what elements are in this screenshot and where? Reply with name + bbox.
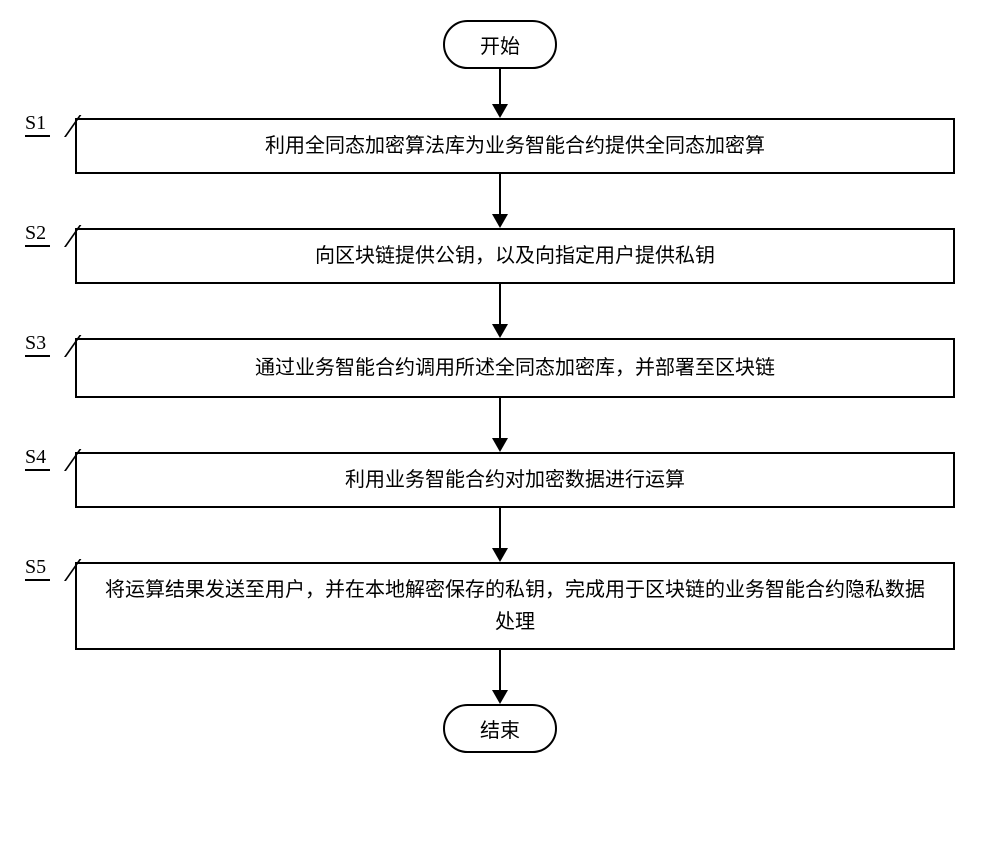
step-id: S4	[25, 446, 46, 468]
arrow-line	[499, 69, 501, 104]
step-id: S1	[25, 112, 46, 134]
arrow-head-icon	[492, 324, 508, 338]
arrow-head-icon	[492, 690, 508, 704]
step-row-s5: S5 将运算结果发送至用户，并在本地解密保存的私钥，完成用于区块链的业务智能合约…	[0, 562, 1000, 650]
arrow-head-icon	[492, 548, 508, 562]
arrow-line	[499, 650, 501, 690]
step-text: 向区块链提供公钥，以及向指定用户提供私钥	[315, 240, 715, 272]
step-box-s4: 利用业务智能合约对加密数据进行运算	[75, 452, 955, 508]
step-label-s4: S4	[25, 446, 50, 471]
end-terminal: 结束	[443, 704, 557, 753]
step-label-s2: S2	[25, 222, 50, 247]
arrow-head-icon	[492, 438, 508, 452]
step-id: S2	[25, 222, 46, 244]
step-text: 利用全同态加密算法库为业务智能合约提供全同态加密算	[265, 130, 765, 162]
step-text: 利用业务智能合约对加密数据进行运算	[345, 464, 685, 496]
start-label: 开始	[480, 36, 520, 58]
arrow	[492, 508, 508, 562]
arrow	[492, 650, 508, 704]
step-row-s4: S4 利用业务智能合约对加密数据进行运算	[0, 452, 1000, 508]
step-label-s1: S1	[25, 112, 50, 137]
step-row-s3: S3 通过业务智能合约调用所述全同态加密库，并部署至区块链	[0, 338, 1000, 398]
arrow-head-icon	[492, 214, 508, 228]
step-text: 通过业务智能合约调用所述全同态加密库，并部署至区块链	[255, 352, 775, 384]
step-box-s2: 向区块链提供公钥，以及向指定用户提供私钥	[75, 228, 955, 284]
step-row-s2: S2 向区块链提供公钥，以及向指定用户提供私钥	[0, 228, 1000, 284]
start-terminal: 开始	[443, 20, 557, 69]
step-box-s3: 通过业务智能合约调用所述全同态加密库，并部署至区块链	[75, 338, 955, 398]
arrow-line	[499, 398, 501, 438]
step-label-s3: S3	[25, 332, 50, 357]
arrow-line	[499, 174, 501, 214]
step-id: S5	[25, 556, 46, 578]
step-label-s5: S5	[25, 556, 50, 581]
end-label: 结束	[480, 720, 520, 742]
flowchart-container: 开始 S1 利用全同态加密算法库为业务智能合约提供全同态加密算 S2 向区块链提…	[0, 20, 1000, 753]
step-text: 将运算结果发送至用户，并在本地解密保存的私钥，完成用于区块链的业务智能合约隐私数…	[97, 574, 933, 638]
step-box-s1: 利用全同态加密算法库为业务智能合约提供全同态加密算	[75, 118, 955, 174]
arrow-head-icon	[492, 104, 508, 118]
step-box-s5: 将运算结果发送至用户，并在本地解密保存的私钥，完成用于区块链的业务智能合约隐私数…	[75, 562, 955, 650]
arrow	[492, 398, 508, 452]
arrow	[492, 284, 508, 338]
arrow	[492, 174, 508, 228]
step-row-s1: S1 利用全同态加密算法库为业务智能合约提供全同态加密算	[0, 118, 1000, 174]
arrow-line	[499, 284, 501, 324]
arrow-line	[499, 508, 501, 548]
step-id: S3	[25, 332, 46, 354]
arrow	[492, 69, 508, 118]
